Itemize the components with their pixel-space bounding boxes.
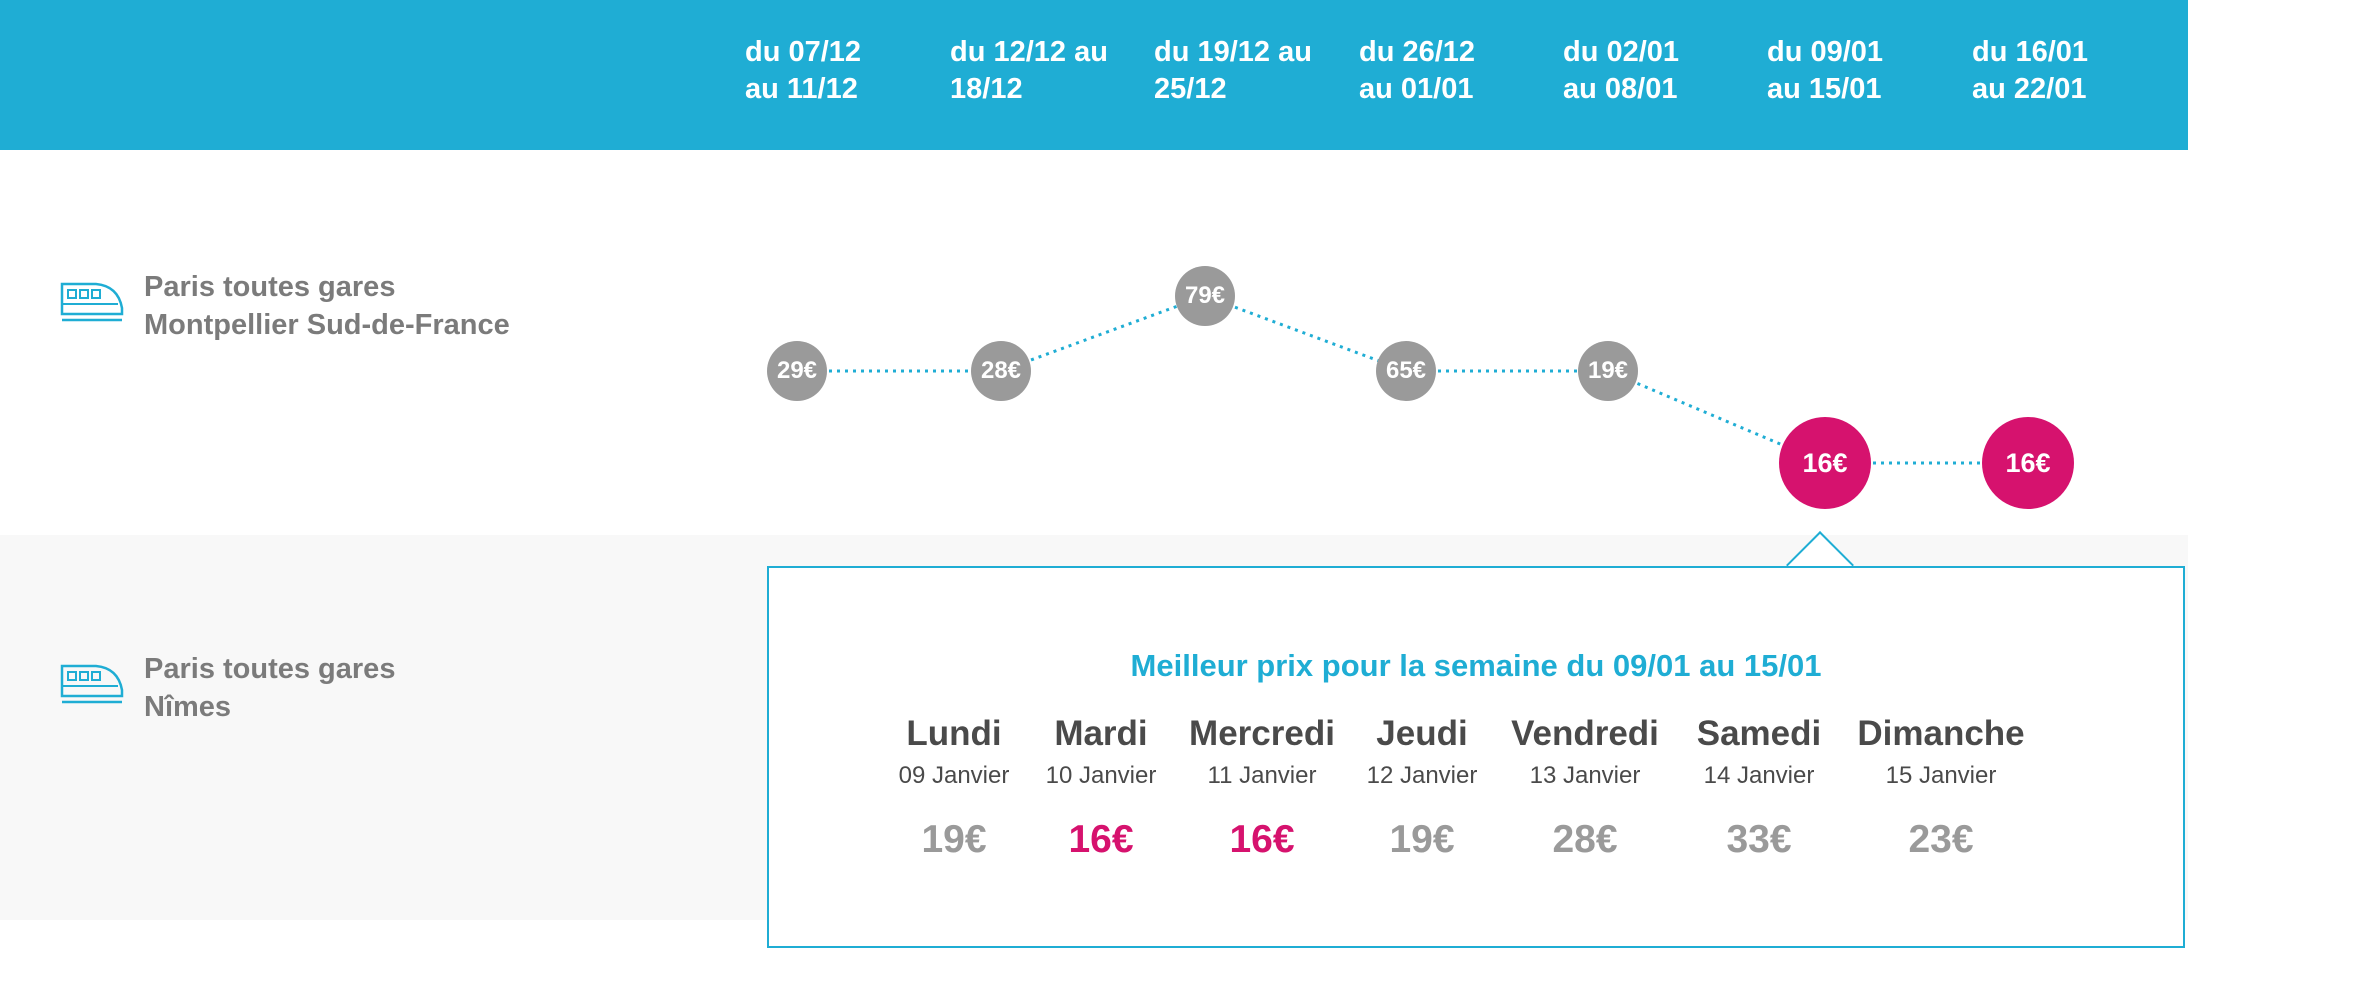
day-price: 19€ xyxy=(921,818,987,861)
day-name: Mercredi xyxy=(1189,714,1335,753)
week-detail-panel: Meilleur prix pour la semaine du 09/01 a… xyxy=(767,566,2185,948)
week-range-start: du 16/01 xyxy=(1972,36,2089,68)
panel-title: Meilleur prix pour la semaine du 09/01 a… xyxy=(1130,648,1822,683)
price-bubble-week-3[interactable]: 79€ xyxy=(1175,266,1235,326)
week-column-7[interactable]: du 16/01 au 22/01 xyxy=(1972,34,2172,108)
week-range-end: au 22/01 xyxy=(1972,73,2087,105)
week-range-start: du 02/01 xyxy=(1563,36,1680,68)
day-price: 16€ xyxy=(1229,818,1295,861)
price-bubble-week-7[interactable]: 16€ xyxy=(1982,417,2074,509)
week-column-4[interactable]: du 26/12 au 01/01 xyxy=(1359,34,1559,108)
curve-segment xyxy=(1204,294,1407,373)
route-nimes[interactable]: Paris toutes gares Nîmes xyxy=(60,650,620,740)
day-price: 19€ xyxy=(1389,818,1455,861)
price-bubble-week-2[interactable]: 28€ xyxy=(971,341,1031,401)
week-range-start: du 19/12 au xyxy=(1154,36,1312,68)
week-column-2[interactable]: du 12/12 au 18/12 xyxy=(950,34,1150,108)
day-price: 16€ xyxy=(1068,818,1134,861)
route-destination: Montpellier Sud-de-France xyxy=(144,309,510,341)
route-montpellier[interactable]: Paris toutes gares Montpellier Sud-de-Fr… xyxy=(60,268,620,358)
day-date: 12 Janvier xyxy=(1366,762,1478,789)
day-name: Lundi xyxy=(906,714,1002,753)
day-name: Vendredi xyxy=(1511,714,1659,753)
day-tuesday[interactable]: Mardi 10 Janvier 16€ xyxy=(1011,713,1191,863)
week-column-3[interactable]: du 19/12 au 25/12 xyxy=(1154,34,1354,108)
week-column-1[interactable]: du 07/12 au 11/12 xyxy=(745,34,945,108)
week-range-start: du 09/01 xyxy=(1767,36,1884,68)
train-icon xyxy=(60,282,124,322)
week-range-end: 25/12 xyxy=(1154,73,1227,105)
week-range-end: 18/12 xyxy=(950,73,1023,105)
week-range-end: au 15/01 xyxy=(1767,73,1882,105)
price-bubble-week-6[interactable]: 16€ xyxy=(1779,417,1871,509)
price-bubble-week-5[interactable]: 19€ xyxy=(1578,341,1638,401)
week-range-end: au 01/01 xyxy=(1359,73,1474,105)
price-bubble-week-4[interactable]: 65€ xyxy=(1376,341,1436,401)
day-date: 15 Janvier xyxy=(1885,762,1997,789)
day-monday[interactable]: Lundi 09 Janvier 19€ xyxy=(864,713,1044,863)
week-column-5[interactable]: du 02/01 au 08/01 xyxy=(1563,34,1763,108)
day-name: Samedi xyxy=(1696,714,1822,753)
week-range-end: au 08/01 xyxy=(1563,73,1678,105)
route-origin: Paris toutes gares xyxy=(144,653,396,685)
route-destination: Nîmes xyxy=(144,691,232,723)
day-sunday[interactable]: Dimanche 15 Janvier 23€ xyxy=(1851,713,2031,863)
day-name: Dimanche xyxy=(1857,714,2025,753)
week-range-start: du 07/12 xyxy=(745,36,862,68)
week-range-start: du 12/12 au xyxy=(950,36,1108,68)
day-price: 33€ xyxy=(1726,818,1792,861)
week-column-6[interactable]: du 09/01 au 15/01 xyxy=(1767,34,1967,108)
week-range-end: au 11/12 xyxy=(745,73,858,105)
week-range-start: du 26/12 xyxy=(1359,36,1476,68)
train-icon xyxy=(60,664,124,704)
weeks-header: du 07/12 au 11/12 du 12/12 au 18/12 du 1… xyxy=(0,0,2188,150)
day-date: 13 Janvier xyxy=(1529,762,1641,789)
day-name: Jeudi xyxy=(1376,714,1468,753)
day-price: 28€ xyxy=(1552,818,1618,861)
day-thursday[interactable]: Jeudi 12 Janvier 19€ xyxy=(1332,713,1512,863)
day-price: 23€ xyxy=(1908,818,1974,861)
day-friday[interactable]: Vendredi 13 Janvier 28€ xyxy=(1495,713,1675,863)
day-saturday[interactable]: Samedi 14 Janvier 33€ xyxy=(1669,713,1849,863)
curve-segment xyxy=(1000,294,1206,373)
route-origin: Paris toutes gares xyxy=(144,271,396,303)
day-wednesday[interactable]: Mercredi 11 Janvier 16€ xyxy=(1172,713,1352,863)
price-bubble-week-1[interactable]: 29€ xyxy=(767,341,827,401)
day-date: 10 Janvier xyxy=(1045,762,1157,789)
day-date: 11 Janvier xyxy=(1207,762,1317,789)
day-date: 14 Janvier xyxy=(1703,762,1815,789)
day-date: 09 Janvier xyxy=(898,762,1010,789)
day-name: Mardi xyxy=(1054,714,1148,753)
